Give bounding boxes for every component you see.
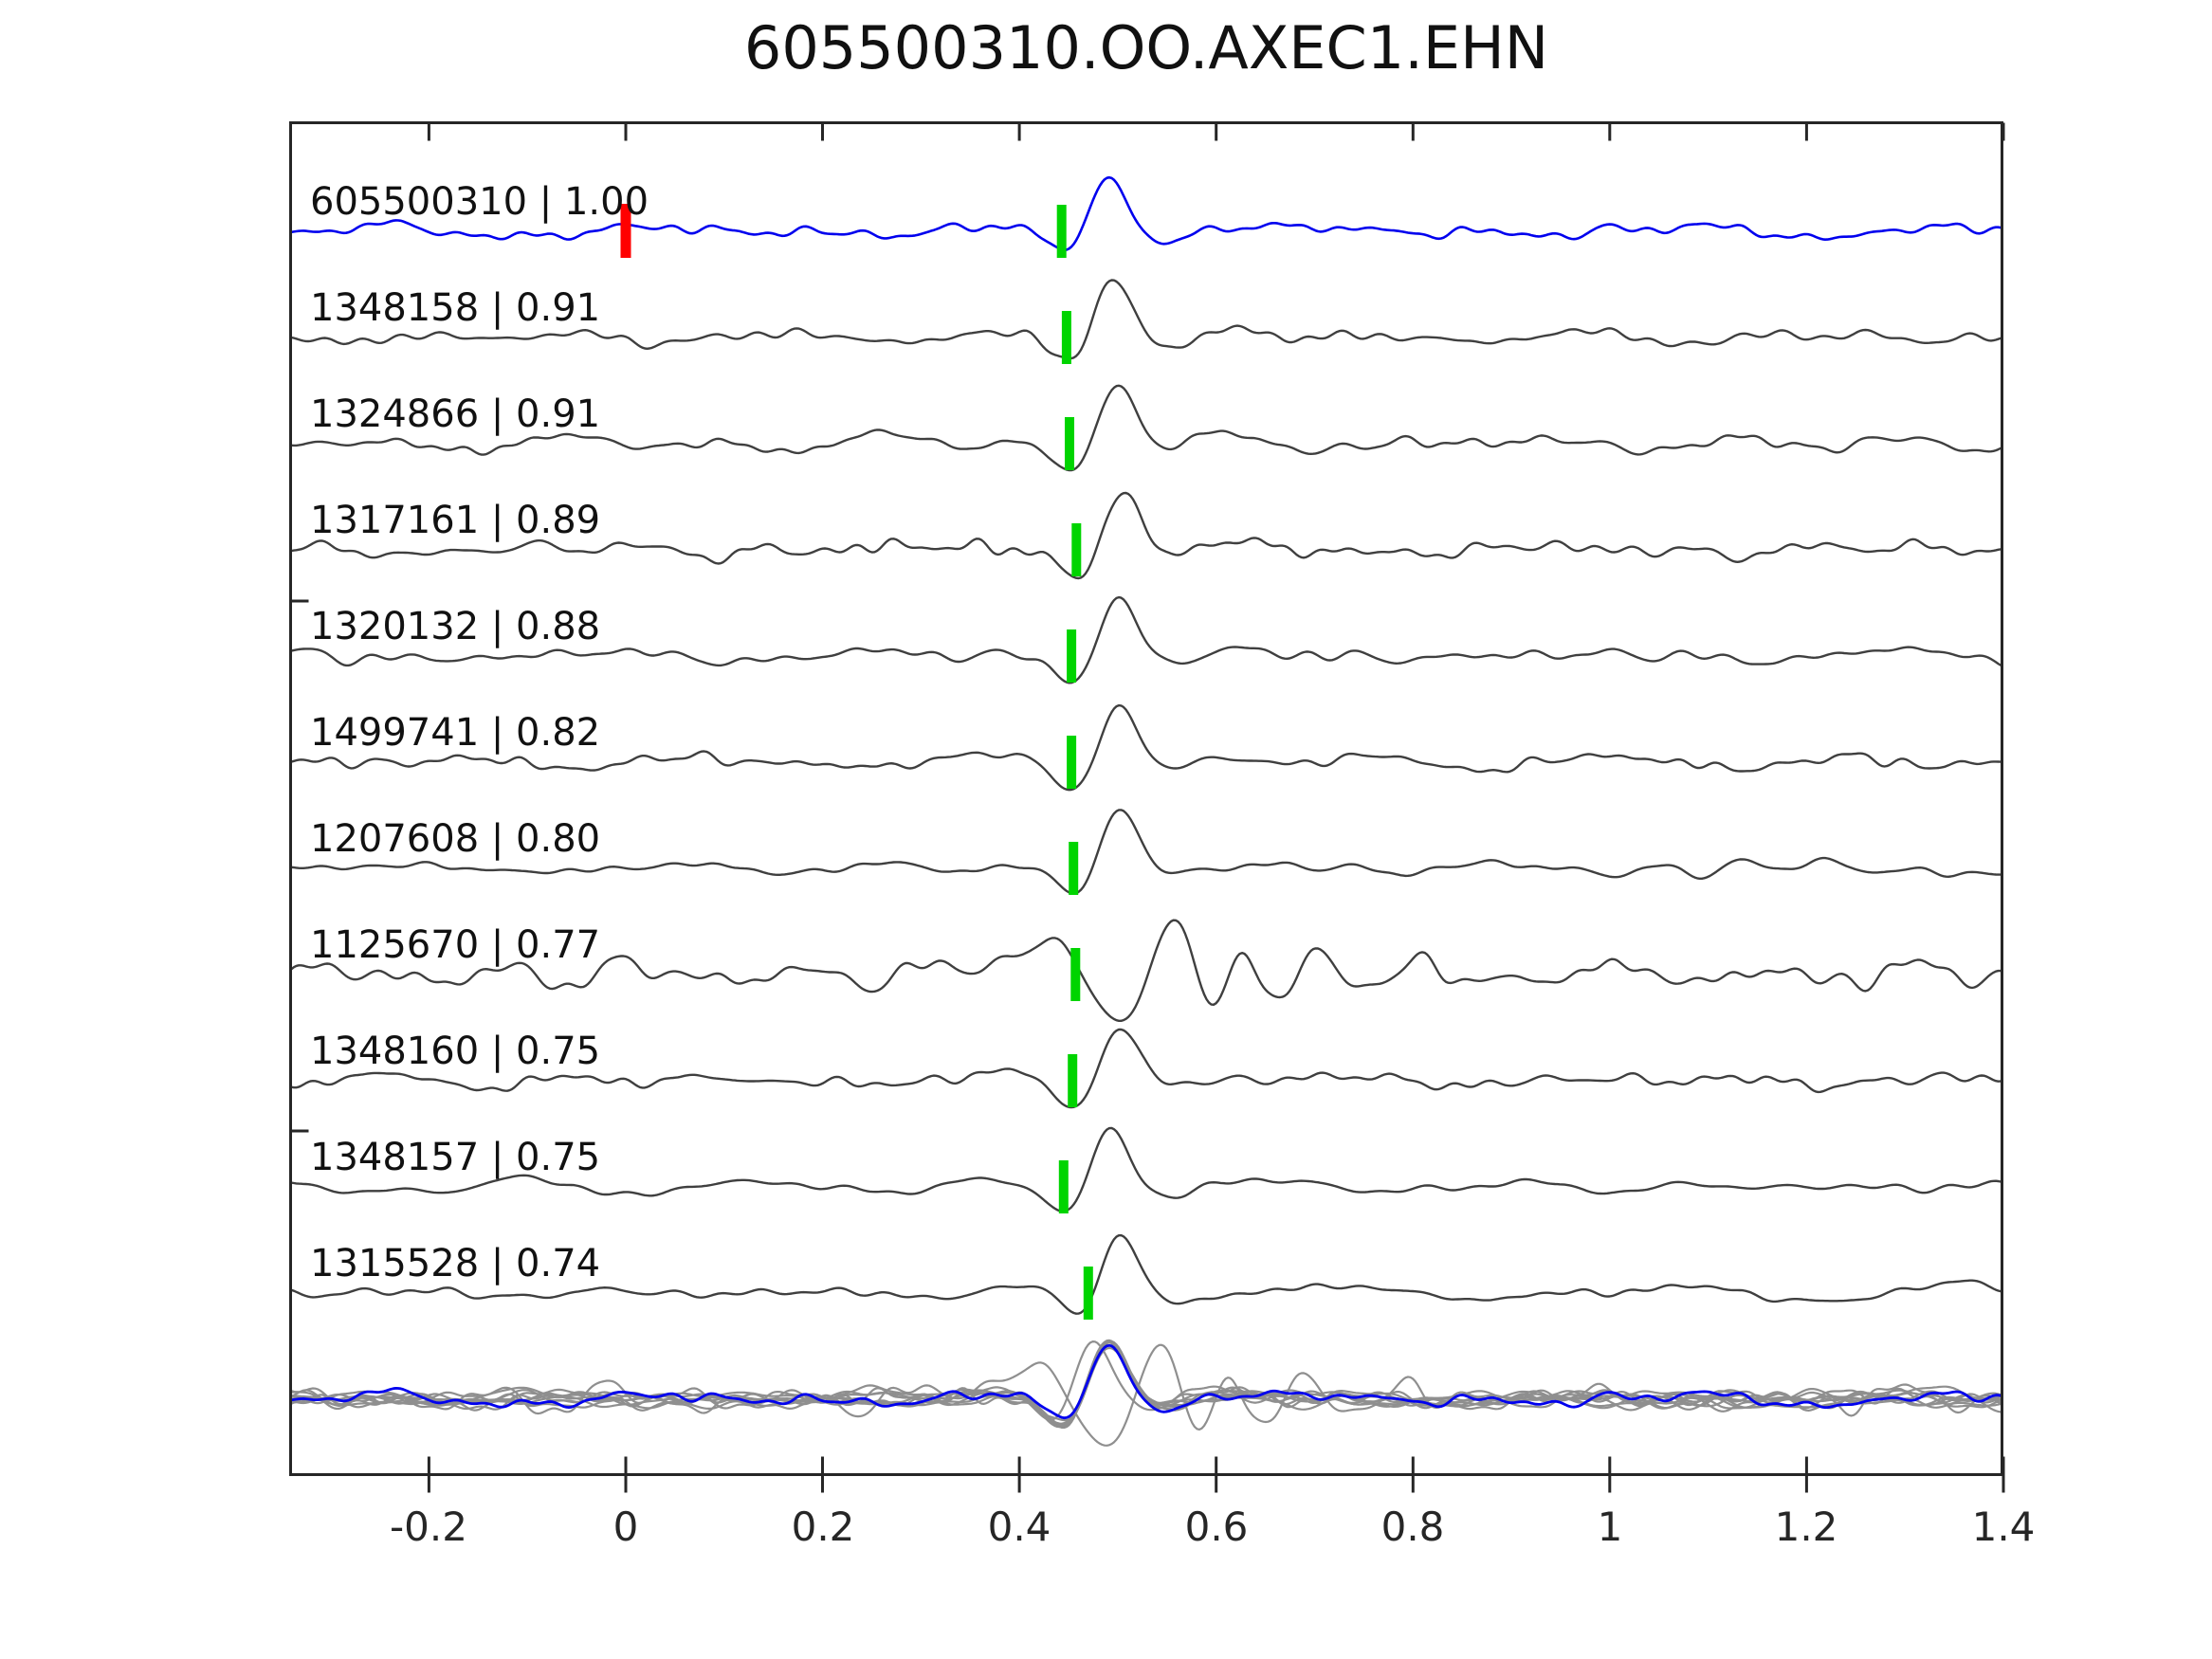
overlay-trace-1207608 — [292, 1340, 2001, 1426]
pick-marker — [1069, 842, 1079, 895]
pick-marker — [1058, 1160, 1069, 1213]
x-tick-label: -0.2 — [390, 1504, 467, 1550]
pick-marker — [1068, 1054, 1078, 1107]
x-tick-label: 0.8 — [1380, 1504, 1445, 1550]
trace-label: 1499741 | 0.82 — [310, 711, 601, 755]
overlay-trace-1348160 — [292, 1346, 2001, 1428]
trace-label: 1125670 | 0.77 — [310, 923, 601, 967]
overlay-trace-1320132 — [292, 1340, 2001, 1428]
pick-marker — [1065, 417, 1074, 470]
trace-path-1348158 — [292, 279, 2001, 360]
trace-label: 1348158 | 0.91 — [310, 286, 601, 330]
x-tick-label: 1.2 — [1774, 1504, 1838, 1550]
trace-path-1320132 — [292, 595, 2001, 684]
pick-marker — [1061, 311, 1071, 364]
trace-path-1348160 — [292, 1028, 2001, 1109]
pick-marker — [1083, 1267, 1093, 1320]
pick-marker — [1070, 948, 1081, 1001]
overlay-trace-1315528 — [292, 1340, 2001, 1421]
overlay-trace-1348157 — [292, 1339, 2001, 1425]
pick-marker — [1067, 736, 1077, 789]
x-tick-label: 0.6 — [1184, 1504, 1249, 1550]
trace-label: 1207608 | 0.80 — [310, 817, 601, 861]
template-zero-marker — [620, 204, 631, 258]
trace-label: 1315528 | 0.74 — [310, 1242, 601, 1285]
traces-group — [292, 175, 2001, 1447]
page-title: 605500310.OO.AXEC1.EHN — [743, 13, 1549, 82]
overlay-template-trace — [292, 1343, 2001, 1420]
trace-label: 605500310 | 1.00 — [310, 180, 649, 224]
x-tick-label: 1.4 — [1971, 1504, 2036, 1550]
x-tick-label: 0.4 — [987, 1504, 1051, 1550]
trace-path-1499741 — [292, 703, 2001, 792]
x-tick-label: 0.2 — [791, 1504, 855, 1550]
plot-border — [289, 121, 2003, 1476]
axes — [289, 121, 2005, 1493]
trace-path-1315528 — [292, 1233, 2001, 1315]
trace-path-605500310 — [292, 175, 2001, 251]
x-tick-label: 0 — [612, 1504, 639, 1550]
pick-marker — [1071, 523, 1082, 576]
trace-path-1317161 — [292, 491, 2001, 580]
trace-label: 1348160 | 0.75 — [310, 1030, 601, 1073]
trace-path-1125670 — [292, 919, 2001, 1022]
overlay-trace-1499741 — [292, 1340, 2001, 1429]
trace-label: 1324866 | 0.91 — [310, 392, 601, 436]
trace-path-1324866 — [292, 384, 2001, 472]
pick-marker — [1067, 629, 1077, 683]
trace-label: 1317161 | 0.89 — [310, 499, 601, 542]
overlay-trace-1317161 — [292, 1340, 2001, 1429]
pick-marker — [1056, 205, 1067, 258]
trace-label: 1348157 | 0.75 — [310, 1136, 601, 1179]
trace-path-1348157 — [292, 1126, 2001, 1212]
x-tick-label: 1 — [1597, 1504, 1623, 1550]
overlay-trace-1324866 — [292, 1340, 2001, 1428]
trace-label: 1320132 | 0.88 — [310, 605, 601, 648]
trace-path-1207608 — [292, 809, 2001, 895]
